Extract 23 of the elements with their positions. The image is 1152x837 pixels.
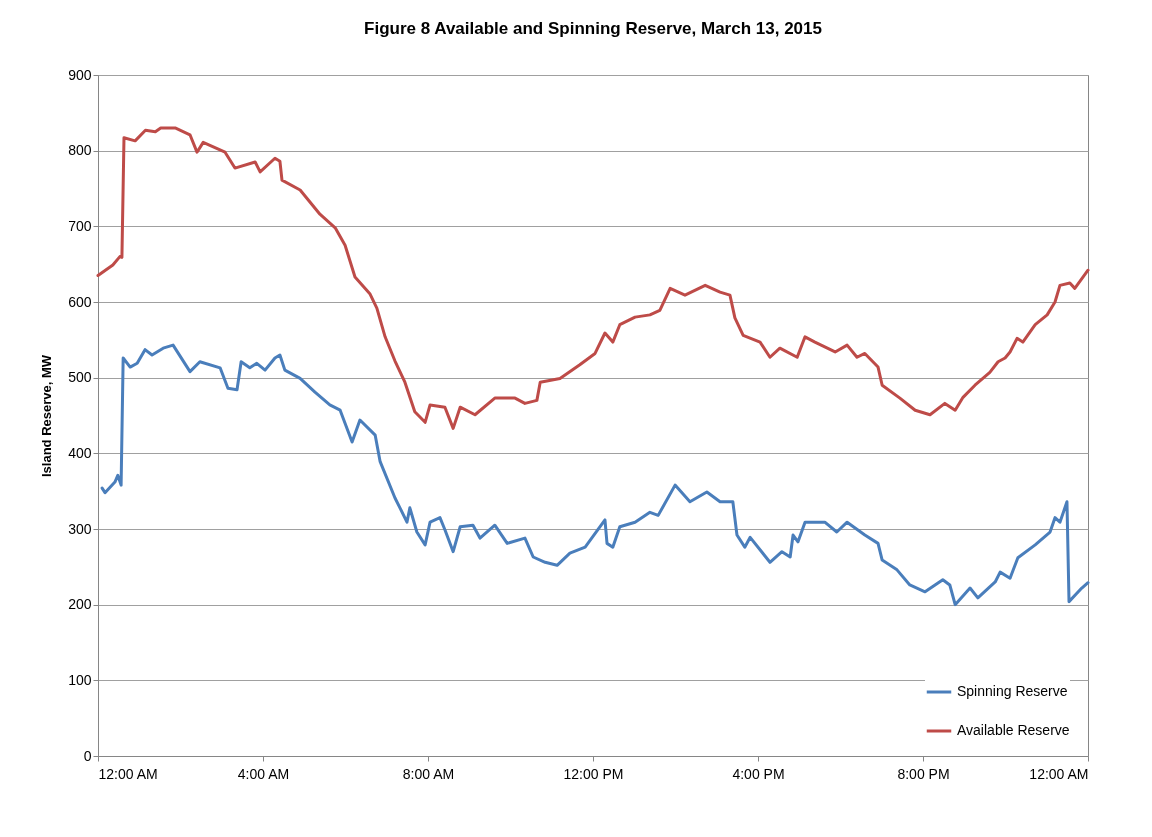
- y-tick-label: 800: [68, 142, 92, 159]
- y-tick-label: 0: [83, 747, 92, 764]
- y-tick-label: 900: [68, 66, 92, 83]
- x-tick-label: 12:00 AM: [98, 765, 158, 782]
- x-tick-label: 8:00 PM: [897, 765, 950, 782]
- line-series: [100, 343, 1090, 607]
- y-axis-title: Island Reserve, MW: [39, 354, 55, 478]
- x-tick-label: 12:00 AM: [1029, 765, 1089, 782]
- y-tick-label: 200: [68, 596, 92, 613]
- y-tick-label: 300: [68, 520, 92, 537]
- y-tick-label: 100: [68, 671, 92, 688]
- y-tick-label: 700: [68, 217, 92, 234]
- y-tick-label: 600: [68, 293, 92, 310]
- legend-label: Available Reserve: [957, 722, 1070, 738]
- x-tick-label: 4:00 PM: [732, 765, 785, 782]
- legend-label: Spinning Reserve: [957, 683, 1068, 699]
- y-tick-label: 400: [68, 444, 92, 461]
- y-tick-label: 500: [68, 369, 92, 386]
- chart-title: Figure 8 Available and Spinning Reserve, March 13, 2015: [364, 19, 822, 38]
- line-series: [96, 126, 1090, 430]
- x-tick-label: 4:00 AM: [237, 765, 290, 782]
- x-tick-label: 12:00 PM: [563, 765, 624, 782]
- x-tick-label: 8:00 AM: [402, 765, 455, 782]
